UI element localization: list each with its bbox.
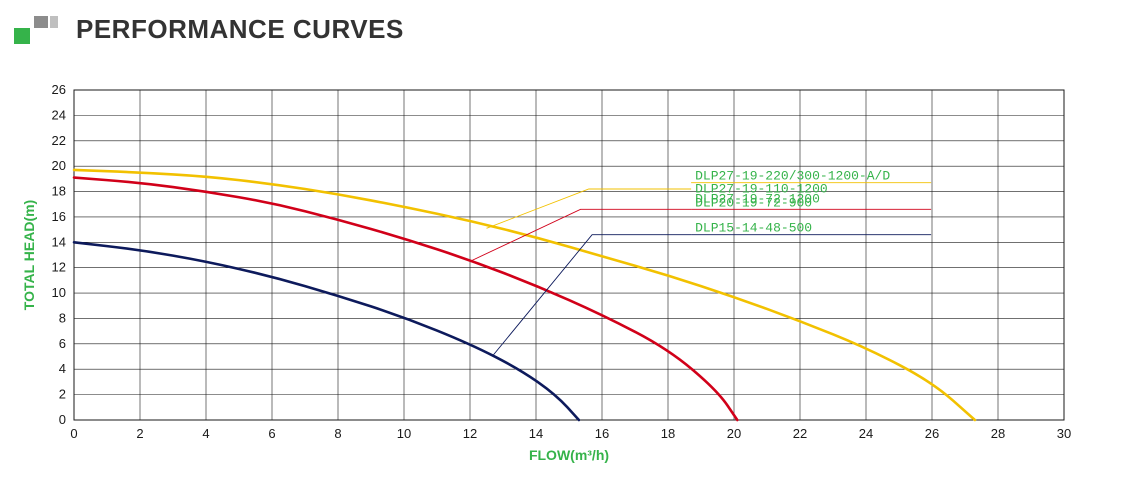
x-tick-label: 26	[925, 426, 939, 441]
x-tick-label: 20	[727, 426, 741, 441]
x-tick-label: 22	[793, 426, 807, 441]
x-tick-label: 24	[859, 426, 873, 441]
x-tick-label: 12	[463, 426, 477, 441]
y-tick-label: 12	[52, 260, 66, 275]
y-tick-label: 4	[59, 361, 66, 376]
x-tick-label: 16	[595, 426, 609, 441]
y-tick-label: 18	[52, 184, 66, 199]
x-tick-label: 2	[136, 426, 143, 441]
y-tick-label: 26	[52, 82, 66, 97]
series-label: DLP15-14-48-500	[695, 221, 812, 236]
chart-svg: 0246810121416182022242628300246810121416…	[14, 80, 1124, 490]
y-tick-label: 10	[52, 285, 66, 300]
header: PERFORMANCE CURVES	[14, 14, 404, 45]
x-tick-label: 8	[334, 426, 341, 441]
y-tick-label: 2	[59, 387, 66, 402]
y-tick-label: 8	[59, 310, 66, 325]
page-title: PERFORMANCE CURVES	[76, 14, 404, 45]
x-tick-label: 14	[529, 426, 543, 441]
x-tick-label: 0	[70, 426, 77, 441]
y-tick-label: 16	[52, 209, 66, 224]
y-tick-label: 24	[52, 107, 66, 122]
y-tick-label: 6	[59, 336, 66, 351]
y-axis-label: TOTAL HEAD(m)	[21, 200, 37, 310]
x-tick-label: 28	[991, 426, 1005, 441]
y-tick-label: 14	[52, 234, 66, 249]
page: PERFORMANCE CURVES 024681012141618202224…	[0, 0, 1140, 501]
x-tick-label: 18	[661, 426, 675, 441]
performance-chart: 0246810121416182022242628300246810121416…	[14, 80, 1124, 490]
x-tick-label: 10	[397, 426, 411, 441]
x-tick-label: 30	[1057, 426, 1071, 441]
x-tick-label: 4	[202, 426, 209, 441]
series-label: DLP20-19-72-900	[695, 195, 812, 210]
y-tick-label: 20	[52, 158, 66, 173]
x-tick-label: 6	[268, 426, 275, 441]
y-tick-label: 22	[52, 133, 66, 148]
x-axis-label: FLOW(m³/h)	[529, 447, 609, 463]
y-tick-label: 0	[59, 412, 66, 427]
header-logo-icon	[14, 16, 56, 44]
